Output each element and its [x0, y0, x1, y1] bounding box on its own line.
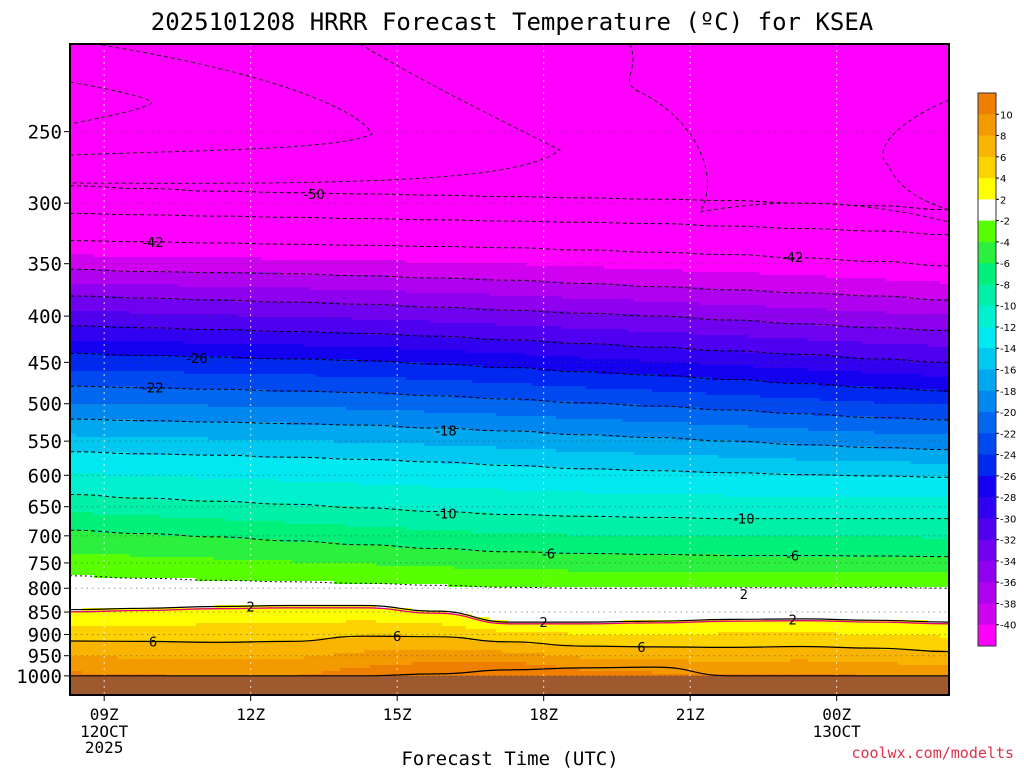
chart-title: 2025101208 HRRR Forecast Temperature (ºC…	[151, 8, 874, 36]
